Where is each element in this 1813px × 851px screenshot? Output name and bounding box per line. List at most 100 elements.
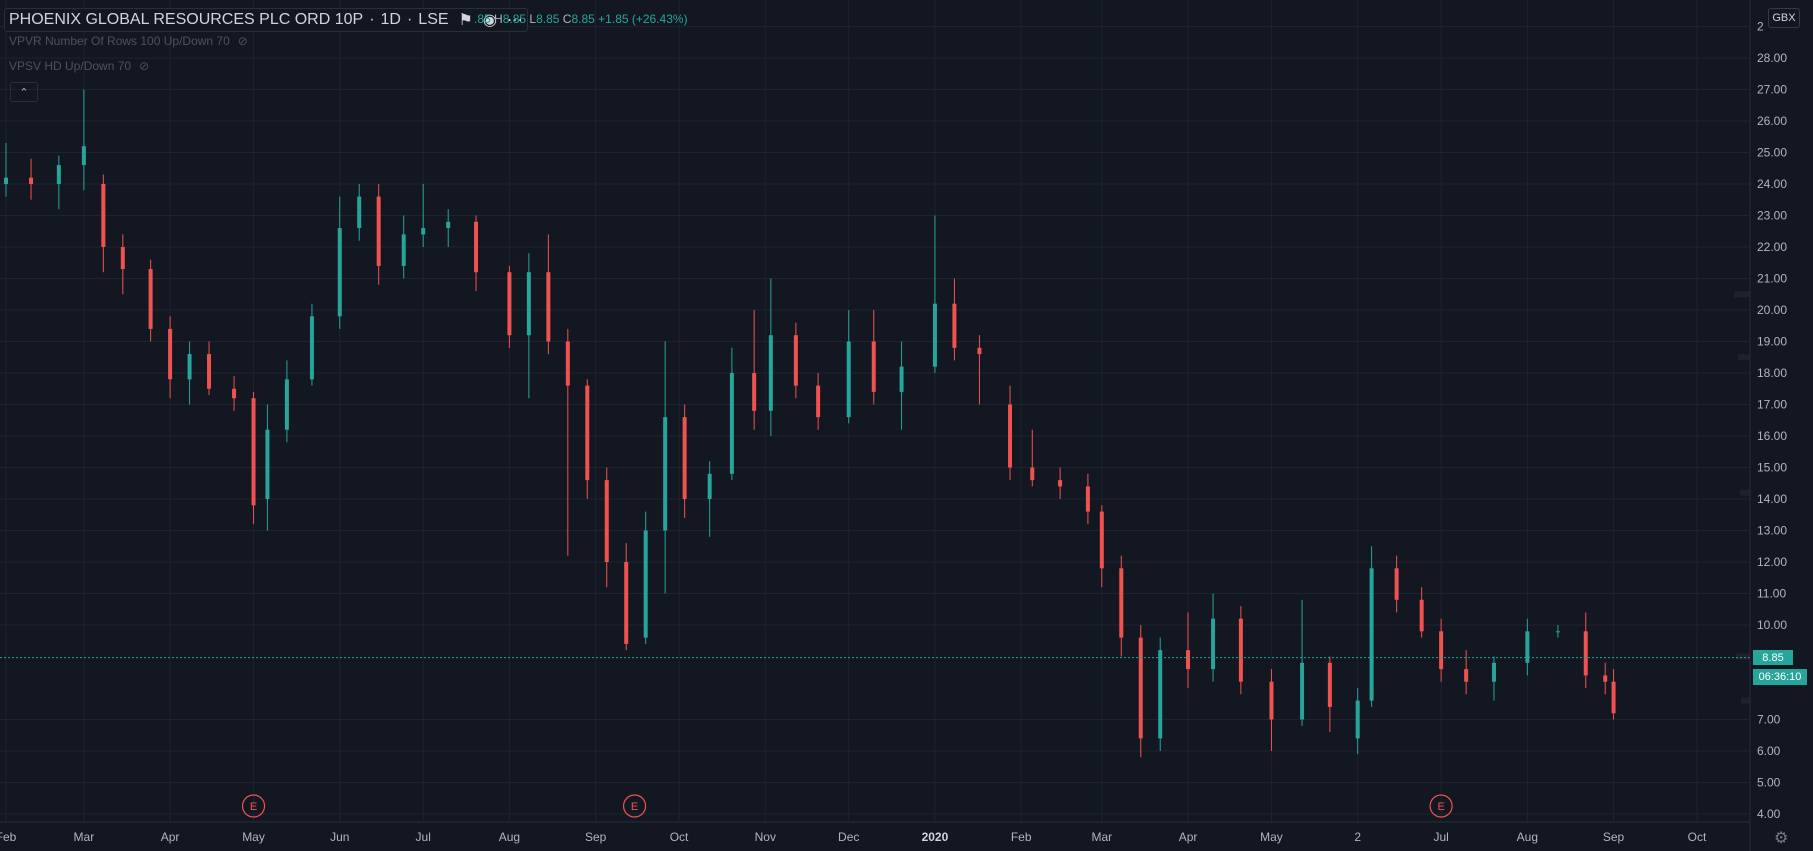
time-tick-label: Sep bbox=[1603, 830, 1625, 844]
price-tick-label: 22.00 bbox=[1757, 240, 1787, 254]
price-tick-label: 25.00 bbox=[1757, 146, 1787, 160]
candle-body-up bbox=[401, 234, 406, 266]
time-tick-label: Jul bbox=[416, 830, 431, 844]
time-tick-label: 2020 bbox=[922, 830, 949, 844]
candle-body-down bbox=[251, 398, 256, 506]
price-axis[interactable]: 2 28.00 27.00 26.00 25.00 24.00 23.00 22.00 21.0… bbox=[1757, 20, 1787, 822]
price-tick-label: 6.00 bbox=[1757, 744, 1781, 758]
currency-button[interactable]: GBX bbox=[1768, 8, 1800, 28]
time-tick-label: Dec bbox=[838, 830, 859, 844]
candle-body-down bbox=[1099, 511, 1104, 569]
candle-body-down bbox=[1030, 467, 1035, 481]
candle-body-down bbox=[1269, 681, 1274, 720]
candle-body-down bbox=[952, 303, 957, 348]
time-tick-label: Feb bbox=[1011, 830, 1032, 844]
separator-dot: · bbox=[369, 11, 375, 28]
candle-body-down bbox=[1394, 568, 1399, 600]
indicator-vpvr[interactable]: VPVR Number Of Rows 100 Up/Down 70 ⊘ bbox=[9, 34, 248, 48]
time-tick-label: May bbox=[1260, 830, 1283, 844]
eye-off-icon[interactable]: ⊘ bbox=[237, 34, 248, 48]
earnings-marker-label: E bbox=[250, 801, 257, 813]
candle-body-down bbox=[1419, 599, 1424, 632]
candle-body-down bbox=[207, 354, 212, 389]
price-tick-label: 13.00 bbox=[1757, 524, 1787, 538]
candle-body-down bbox=[1058, 480, 1063, 487]
price-tick-label: 20.00 bbox=[1757, 303, 1787, 317]
candle-body-down bbox=[977, 347, 982, 355]
last-price-label: 8.85 bbox=[1753, 650, 1793, 665]
price-tick-label: 27.00 bbox=[1757, 83, 1787, 97]
eye-icon[interactable]: ◉ bbox=[482, 12, 497, 29]
candle-body-up bbox=[446, 221, 451, 229]
price-tick-label: 2 bbox=[1757, 20, 1764, 34]
candle-body-down bbox=[604, 480, 609, 562]
candle-body-down bbox=[1611, 681, 1616, 714]
candle-body-up bbox=[265, 429, 270, 499]
price-tick-label: 16.00 bbox=[1757, 429, 1787, 443]
volume-profile bbox=[1734, 291, 1750, 704]
flag-icon[interactable]: ⚑ bbox=[458, 12, 473, 29]
earnings-marker bbox=[622, 794, 647, 818]
candle-body-up bbox=[309, 316, 314, 380]
time-axis[interactable]: Feb Mar Apr May Jun Jul Aug Sep Oct Nov Dec 2020 Feb… bbox=[0, 830, 1707, 844]
close-label: C bbox=[562, 12, 572, 26]
more-icon[interactable]: ⋯ bbox=[506, 12, 523, 29]
candle-body-down bbox=[565, 341, 570, 386]
price-tick-label: 12.00 bbox=[1757, 555, 1787, 569]
time-tick-label: Mar bbox=[74, 830, 95, 844]
volume-profile-bar bbox=[1734, 291, 1750, 298]
candle-body-down bbox=[682, 417, 687, 499]
volume-profile-bar bbox=[1736, 653, 1750, 660]
candle-body-up bbox=[81, 146, 86, 166]
candle-body-down bbox=[1583, 631, 1588, 676]
time-tick-label: Jul bbox=[1433, 830, 1448, 844]
earnings-marker-label: E bbox=[1437, 801, 1444, 813]
candle-body-up bbox=[187, 354, 192, 380]
candle-body-down bbox=[1327, 662, 1332, 707]
time-tick-label: Oct bbox=[670, 830, 689, 844]
candle-body-down bbox=[585, 385, 590, 481]
indicator-vpsv[interactable]: VPSV HD Up/Down 70 ⊘ bbox=[9, 59, 149, 73]
interval[interactable]: 1D bbox=[380, 11, 401, 28]
symbol-name[interactable]: PHOENIX GLOBAL RESOURCES PLC ORD 10P bbox=[9, 11, 364, 28]
time-tick-label: Jun bbox=[330, 830, 349, 844]
candle-body-down bbox=[1439, 631, 1444, 670]
price-tick-label: 21.00 bbox=[1757, 272, 1787, 286]
candle-body-down bbox=[1138, 637, 1143, 739]
low-value: 8.85 bbox=[536, 12, 560, 26]
gear-icon[interactable]: ⚙ bbox=[1774, 830, 1789, 847]
candle-body-down bbox=[752, 373, 757, 411]
price-tick-label: 24.00 bbox=[1757, 177, 1787, 191]
volume-profile-bar bbox=[1738, 354, 1750, 361]
collapse-indicators-button[interactable]: ⌃ bbox=[10, 82, 38, 102]
time-tick-label: 2 bbox=[1354, 830, 1361, 844]
candle-body-down bbox=[120, 247, 125, 270]
price-tick-label: 15.00 bbox=[1757, 461, 1787, 475]
chevron-up-icon: ⌃ bbox=[19, 86, 29, 99]
candle-body-up bbox=[421, 228, 426, 235]
candle-body-down bbox=[871, 341, 876, 392]
candle-body-down bbox=[507, 272, 512, 336]
time-tick-label: Apr bbox=[161, 830, 180, 844]
candle-body-down bbox=[1119, 568, 1124, 638]
eye-off-icon[interactable]: ⊘ bbox=[139, 59, 150, 73]
candle-body-down bbox=[1008, 404, 1013, 468]
volume-profile-bar bbox=[1740, 489, 1750, 496]
candle-body-down bbox=[1603, 675, 1608, 682]
candle-body-up bbox=[846, 341, 851, 418]
volume-profile-bar bbox=[1741, 697, 1750, 704]
low-label: L bbox=[529, 12, 537, 26]
ohlc-values: .85 H8.85 L8.85 C8.85 +1.85 (+26.43%) bbox=[474, 12, 688, 26]
high-value: 8.85 bbox=[502, 12, 527, 26]
candle-body-up bbox=[1211, 618, 1216, 670]
bar-countdown: 06:36:10 bbox=[1753, 669, 1807, 685]
candle-body-down bbox=[793, 335, 798, 386]
price-tick-label: 5.00 bbox=[1757, 776, 1781, 790]
time-tick-label: Feb bbox=[0, 830, 17, 844]
time-tick-label: Oct bbox=[1688, 830, 1707, 844]
candle-body-up bbox=[1555, 631, 1560, 633]
candle-body-down bbox=[101, 184, 106, 247]
candle-body-down bbox=[1238, 618, 1243, 682]
